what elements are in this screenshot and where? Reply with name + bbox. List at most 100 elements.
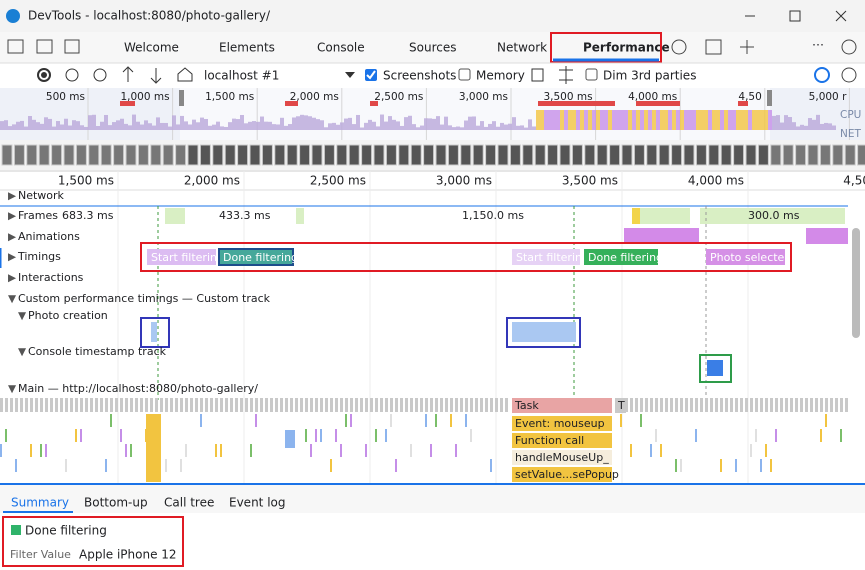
overview-tick: 3,500 ms [543,91,592,103]
inspect-icon[interactable] [7,39,24,54]
cpu-activity [52,126,56,130]
device-icon[interactable] [36,39,53,54]
track-name[interactable]: Interactions [18,271,84,284]
reload-button[interactable] [65,68,79,82]
flame-entry[interactable] [512,467,612,482]
flame-slice [295,398,298,412]
flame-slice [625,398,628,412]
flame-slice [125,444,127,457]
flame-slice [370,398,373,412]
track-name[interactable]: Main — http://localhost:8080/photo-galle… [18,382,258,395]
tab[interactable]: Network [497,41,547,55]
tab[interactable]: Console [317,41,365,55]
capture-settings[interactable] [814,67,830,83]
tab[interactable]: Performance [583,41,670,55]
flame-slice [475,398,478,412]
timing-marker[interactable] [147,249,216,265]
bottom-tab[interactable]: Bottom-up [84,496,148,510]
scrollbar[interactable] [852,228,860,338]
cpu-activity [548,110,552,130]
flame-entry[interactable] [512,416,612,431]
flame-slice [30,444,32,457]
upload-button[interactable] [122,66,134,82]
cpu-activity [264,121,268,130]
flame-entry[interactable] [615,398,626,413]
bottom-tab[interactable]: Call tree [164,496,214,510]
timing-marker[interactable] [218,248,294,266]
cpu-activity [612,110,616,130]
cpu-activity [124,123,128,130]
cpu-activity [632,110,636,130]
screenshot-thumb [361,144,373,166]
settings-tab-icon[interactable] [671,39,687,55]
tab[interactable]: Welcome [124,41,179,55]
panel-icon[interactable] [705,39,722,55]
record-button[interactable] [37,68,51,82]
flame-slice [200,398,203,412]
screenshot-thumb [460,144,472,166]
cpu-activity [668,110,672,130]
track-name[interactable]: Timings [17,250,61,263]
track-name[interactable]: Photo creation [28,309,108,322]
flame-slice [275,398,278,412]
help-icon-2[interactable] [841,67,857,83]
dim-label[interactable]: Dim 3rd parties [603,69,696,83]
track-name[interactable]: Console timestamp track [28,345,167,358]
tab[interactable]: Elements [219,41,275,55]
flame-slice [245,398,248,412]
timing-marker[interactable] [584,249,658,265]
memory-label[interactable]: Memory [476,69,525,83]
flame-slice [425,398,428,412]
dock-icon[interactable] [64,39,80,54]
gc-button[interactable] [531,68,544,82]
bottom-tab[interactable]: Event log [229,496,285,510]
track-name[interactable]: Custom performance timings — Custom trac… [18,292,271,305]
window-handle-right[interactable] [767,90,772,106]
flame-slice [740,398,743,412]
cpu-activity [772,115,776,130]
window-handle-left[interactable] [179,90,184,106]
cpu-activity [452,127,456,130]
console-timestamp[interactable] [707,360,723,376]
clear-button[interactable] [93,68,107,82]
collapse-button[interactable] [559,66,573,84]
cpu-activity [720,110,724,130]
track-name[interactable]: Network [18,189,65,202]
add-tab[interactable] [740,40,754,54]
timing-marker[interactable] [512,249,580,265]
cpu-activity [492,121,496,130]
flame-slice [455,398,458,412]
cpu-activity [588,110,592,130]
maximize[interactable] [789,10,801,22]
summary-title: Done filtering [25,524,107,538]
flame-entry[interactable] [512,398,612,413]
help-icon[interactable] [841,39,857,55]
screenshots-label[interactable]: Screenshots [383,69,456,83]
dim-checkbox[interactable] [585,68,598,81]
flame-slice [215,398,218,412]
memory-checkbox[interactable] [458,68,471,81]
target-select[interactable]: localhost #1 [204,69,279,83]
flame-slice [680,459,682,472]
screenshot-thumb [435,144,447,166]
overview-tick: 4,50 [738,91,761,103]
more-menu[interactable]: ⋯ [812,38,824,52]
flame-entry[interactable] [512,450,612,465]
ruler-tick: 2,500 ms [310,174,366,188]
flame-slice [280,398,283,412]
flame-slice [800,398,803,412]
close[interactable] [835,10,847,22]
home-button[interactable] [177,67,193,82]
bottom-tab[interactable]: Summary [11,496,69,510]
tab[interactable]: Sources [409,41,456,55]
download-button[interactable] [150,68,162,84]
dropdown-arrow[interactable] [345,72,355,78]
flame-slice [205,398,208,412]
track-name[interactable]: Animations [18,230,80,243]
flame-entry[interactable] [512,433,612,448]
screenshot-thumb [199,144,211,166]
cpu-activity [680,110,684,130]
track-name[interactable]: Frames [18,209,58,222]
screenshot-thumb [509,144,521,166]
timing-marker[interactable] [706,249,785,265]
